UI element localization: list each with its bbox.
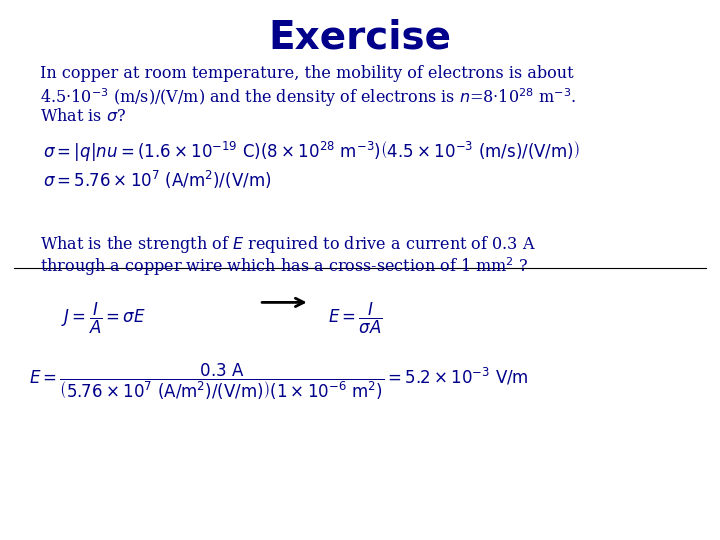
Text: 4.5$\cdot$10$^{-3}$ (m/s)/(V/m) and the density of electrons is $n$=8$\cdot$10$^: 4.5$\cdot$10$^{-3}$ (m/s)/(V/m) and the … [40,86,576,109]
Text: What is $\sigma$?: What is $\sigma$? [40,108,126,125]
Text: $J = \dfrac{I}{A} = \sigma E$: $J = \dfrac{I}{A} = \sigma E$ [61,301,146,336]
Text: $E = \dfrac{I}{\sigma A}$: $E = \dfrac{I}{\sigma A}$ [328,301,382,336]
Text: What is the strength of $E$ required to drive a current of 0.3 A: What is the strength of $E$ required to … [40,234,536,255]
Text: $E = \dfrac{0.3\ \mathrm{A}}{\left(5.76 \times 10^{7}\ \mathrm{(A/m^2)/(V/m)}\ri: $E = \dfrac{0.3\ \mathrm{A}}{\left(5.76 … [29,362,528,402]
Text: $\sigma = |q|nu = \left(1.6 \times 10^{-19}\ \mathrm{C}\right)\left(8 \times 10^: $\sigma = |q|nu = \left(1.6 \times 10^{-… [43,140,580,165]
Text: through a copper wire which has a cross-section of 1 mm$^{2}$ ?: through a copper wire which has a cross-… [40,255,528,278]
Text: Exercise: Exercise [269,19,451,57]
Text: $\sigma = 5.76 \times 10^{7}\ \mathrm{(A/m^2)/(V/m)}$: $\sigma = 5.76 \times 10^{7}\ \mathrm{(A… [43,168,271,191]
Text: In copper at room temperature, the mobility of electrons is about: In copper at room temperature, the mobil… [40,65,573,82]
